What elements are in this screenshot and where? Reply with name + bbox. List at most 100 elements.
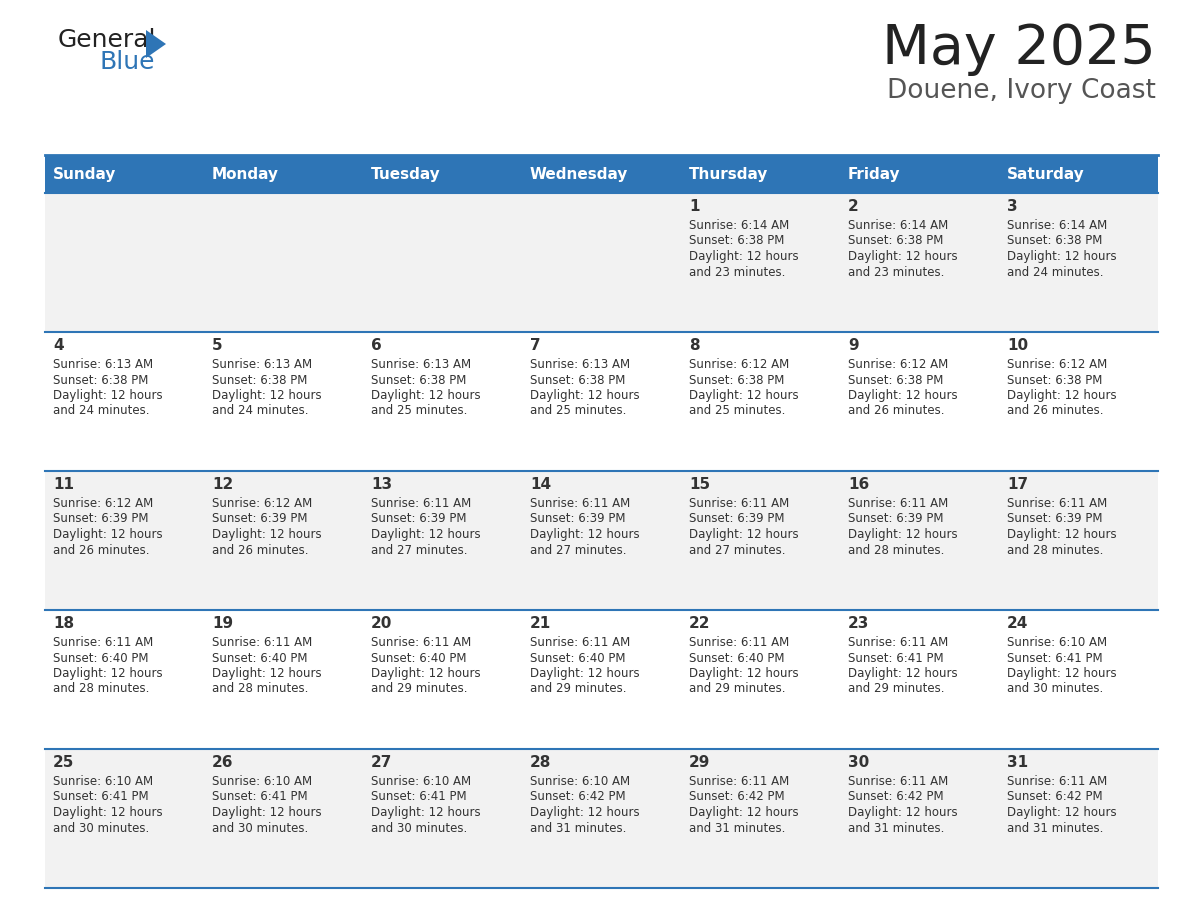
Text: Sunrise: 6:12 AM: Sunrise: 6:12 AM [848, 358, 948, 371]
Text: 2: 2 [848, 199, 859, 214]
Text: 10: 10 [1007, 338, 1028, 353]
Bar [45, 471, 204, 610]
Text: Daylight: 12 hours: Daylight: 12 hours [530, 806, 639, 819]
Text: Douene, Ivory Coast: Douene, Ivory Coast [887, 78, 1156, 104]
Text: 19: 19 [211, 616, 233, 631]
Text: and 31 minutes.: and 31 minutes. [689, 822, 785, 834]
Text: and 29 minutes.: and 29 minutes. [371, 682, 468, 696]
Bar [204, 749, 364, 888]
Text: Sunset: 6:42 PM: Sunset: 6:42 PM [689, 790, 784, 803]
Text: and 26 minutes.: and 26 minutes. [1007, 405, 1104, 418]
Text: 13: 13 [371, 477, 392, 492]
Text: Sunset: 6:39 PM: Sunset: 6:39 PM [689, 512, 784, 525]
Bar [204, 155, 364, 193]
Text: and 28 minutes.: and 28 minutes. [53, 682, 150, 696]
Text: Blue: Blue [100, 50, 156, 74]
Bar [45, 610, 204, 749]
Text: Sunrise: 6:11 AM: Sunrise: 6:11 AM [53, 636, 153, 649]
Bar [204, 471, 364, 610]
Text: Sunset: 6:38 PM: Sunset: 6:38 PM [689, 374, 784, 386]
Text: 26: 26 [211, 755, 234, 770]
Text: Sunrise: 6:11 AM: Sunrise: 6:11 AM [1007, 497, 1107, 510]
Text: Sunset: 6:40 PM: Sunset: 6:40 PM [371, 652, 467, 665]
Text: Sunset: 6:39 PM: Sunset: 6:39 PM [211, 512, 308, 525]
Text: and 25 minutes.: and 25 minutes. [689, 405, 785, 418]
Bar [364, 332, 522, 471]
Text: Sunday: Sunday [53, 166, 116, 182]
Text: Sunrise: 6:12 AM: Sunrise: 6:12 AM [1007, 358, 1107, 371]
Text: 8: 8 [689, 338, 700, 353]
Text: Sunset: 6:41 PM: Sunset: 6:41 PM [211, 790, 308, 803]
Text: Sunset: 6:39 PM: Sunset: 6:39 PM [530, 512, 626, 525]
Text: Sunset: 6:38 PM: Sunset: 6:38 PM [530, 374, 625, 386]
Text: Sunrise: 6:11 AM: Sunrise: 6:11 AM [371, 636, 472, 649]
Text: Sunrise: 6:11 AM: Sunrise: 6:11 AM [1007, 775, 1107, 788]
Bar [840, 155, 999, 193]
Text: Sunrise: 6:13 AM: Sunrise: 6:13 AM [53, 358, 153, 371]
Text: Sunset: 6:38 PM: Sunset: 6:38 PM [53, 374, 148, 386]
Bar [999, 610, 1158, 749]
Text: Saturday: Saturday [1007, 166, 1085, 182]
Text: Sunset: 6:40 PM: Sunset: 6:40 PM [530, 652, 626, 665]
Bar [681, 749, 840, 888]
Text: Sunrise: 6:11 AM: Sunrise: 6:11 AM [689, 497, 789, 510]
Text: Sunrise: 6:11 AM: Sunrise: 6:11 AM [530, 636, 631, 649]
Bar [204, 610, 364, 749]
Text: and 24 minutes.: and 24 minutes. [1007, 265, 1104, 278]
Text: 12: 12 [211, 477, 233, 492]
Text: Sunrise: 6:13 AM: Sunrise: 6:13 AM [371, 358, 472, 371]
Text: Sunrise: 6:11 AM: Sunrise: 6:11 AM [530, 497, 631, 510]
Text: Daylight: 12 hours: Daylight: 12 hours [530, 389, 639, 402]
Text: Daylight: 12 hours: Daylight: 12 hours [211, 667, 322, 680]
Text: Daylight: 12 hours: Daylight: 12 hours [848, 250, 958, 263]
Bar [364, 193, 522, 332]
Text: 7: 7 [530, 338, 541, 353]
Bar [681, 332, 840, 471]
Text: Daylight: 12 hours: Daylight: 12 hours [371, 667, 481, 680]
Text: 23: 23 [848, 616, 870, 631]
Text: Daylight: 12 hours: Daylight: 12 hours [530, 667, 639, 680]
Text: Sunrise: 6:10 AM: Sunrise: 6:10 AM [1007, 636, 1107, 649]
Text: 15: 15 [689, 477, 710, 492]
Text: Sunrise: 6:13 AM: Sunrise: 6:13 AM [211, 358, 312, 371]
Text: Daylight: 12 hours: Daylight: 12 hours [689, 667, 798, 680]
Text: and 23 minutes.: and 23 minutes. [689, 265, 785, 278]
Text: Sunset: 6:38 PM: Sunset: 6:38 PM [689, 234, 784, 248]
Bar [364, 610, 522, 749]
Text: Daylight: 12 hours: Daylight: 12 hours [848, 806, 958, 819]
Text: 27: 27 [371, 755, 392, 770]
Text: and 27 minutes.: and 27 minutes. [530, 543, 626, 556]
Text: Sunset: 6:42 PM: Sunset: 6:42 PM [530, 790, 626, 803]
Text: Sunrise: 6:11 AM: Sunrise: 6:11 AM [848, 775, 948, 788]
Text: Sunrise: 6:10 AM: Sunrise: 6:10 AM [530, 775, 630, 788]
Text: and 27 minutes.: and 27 minutes. [371, 543, 468, 556]
Text: and 29 minutes.: and 29 minutes. [689, 682, 785, 696]
Text: Sunrise: 6:14 AM: Sunrise: 6:14 AM [689, 219, 789, 232]
Text: Tuesday: Tuesday [371, 166, 441, 182]
Text: Sunset: 6:39 PM: Sunset: 6:39 PM [1007, 512, 1102, 525]
Text: 20: 20 [371, 616, 392, 631]
Text: Sunset: 6:42 PM: Sunset: 6:42 PM [848, 790, 943, 803]
Text: Daylight: 12 hours: Daylight: 12 hours [371, 806, 481, 819]
Text: Daylight: 12 hours: Daylight: 12 hours [371, 528, 481, 541]
Text: Daylight: 12 hours: Daylight: 12 hours [689, 250, 798, 263]
Text: 1: 1 [689, 199, 700, 214]
Text: Sunrise: 6:10 AM: Sunrise: 6:10 AM [211, 775, 312, 788]
Text: Thursday: Thursday [689, 166, 769, 182]
Text: and 28 minutes.: and 28 minutes. [1007, 543, 1104, 556]
Text: Sunrise: 6:12 AM: Sunrise: 6:12 AM [211, 497, 312, 510]
Bar [45, 332, 204, 471]
Text: 24: 24 [1007, 616, 1029, 631]
Text: Sunset: 6:38 PM: Sunset: 6:38 PM [848, 234, 943, 248]
Text: Sunset: 6:38 PM: Sunset: 6:38 PM [1007, 234, 1102, 248]
Bar [681, 471, 840, 610]
Text: and 24 minutes.: and 24 minutes. [53, 405, 150, 418]
Text: May 2025: May 2025 [883, 22, 1156, 76]
Bar [999, 471, 1158, 610]
Text: 25: 25 [53, 755, 75, 770]
Text: 30: 30 [848, 755, 870, 770]
Text: General: General [58, 28, 157, 52]
Text: Daylight: 12 hours: Daylight: 12 hours [689, 806, 798, 819]
Text: and 30 minutes.: and 30 minutes. [53, 822, 150, 834]
Text: Daylight: 12 hours: Daylight: 12 hours [1007, 389, 1117, 402]
